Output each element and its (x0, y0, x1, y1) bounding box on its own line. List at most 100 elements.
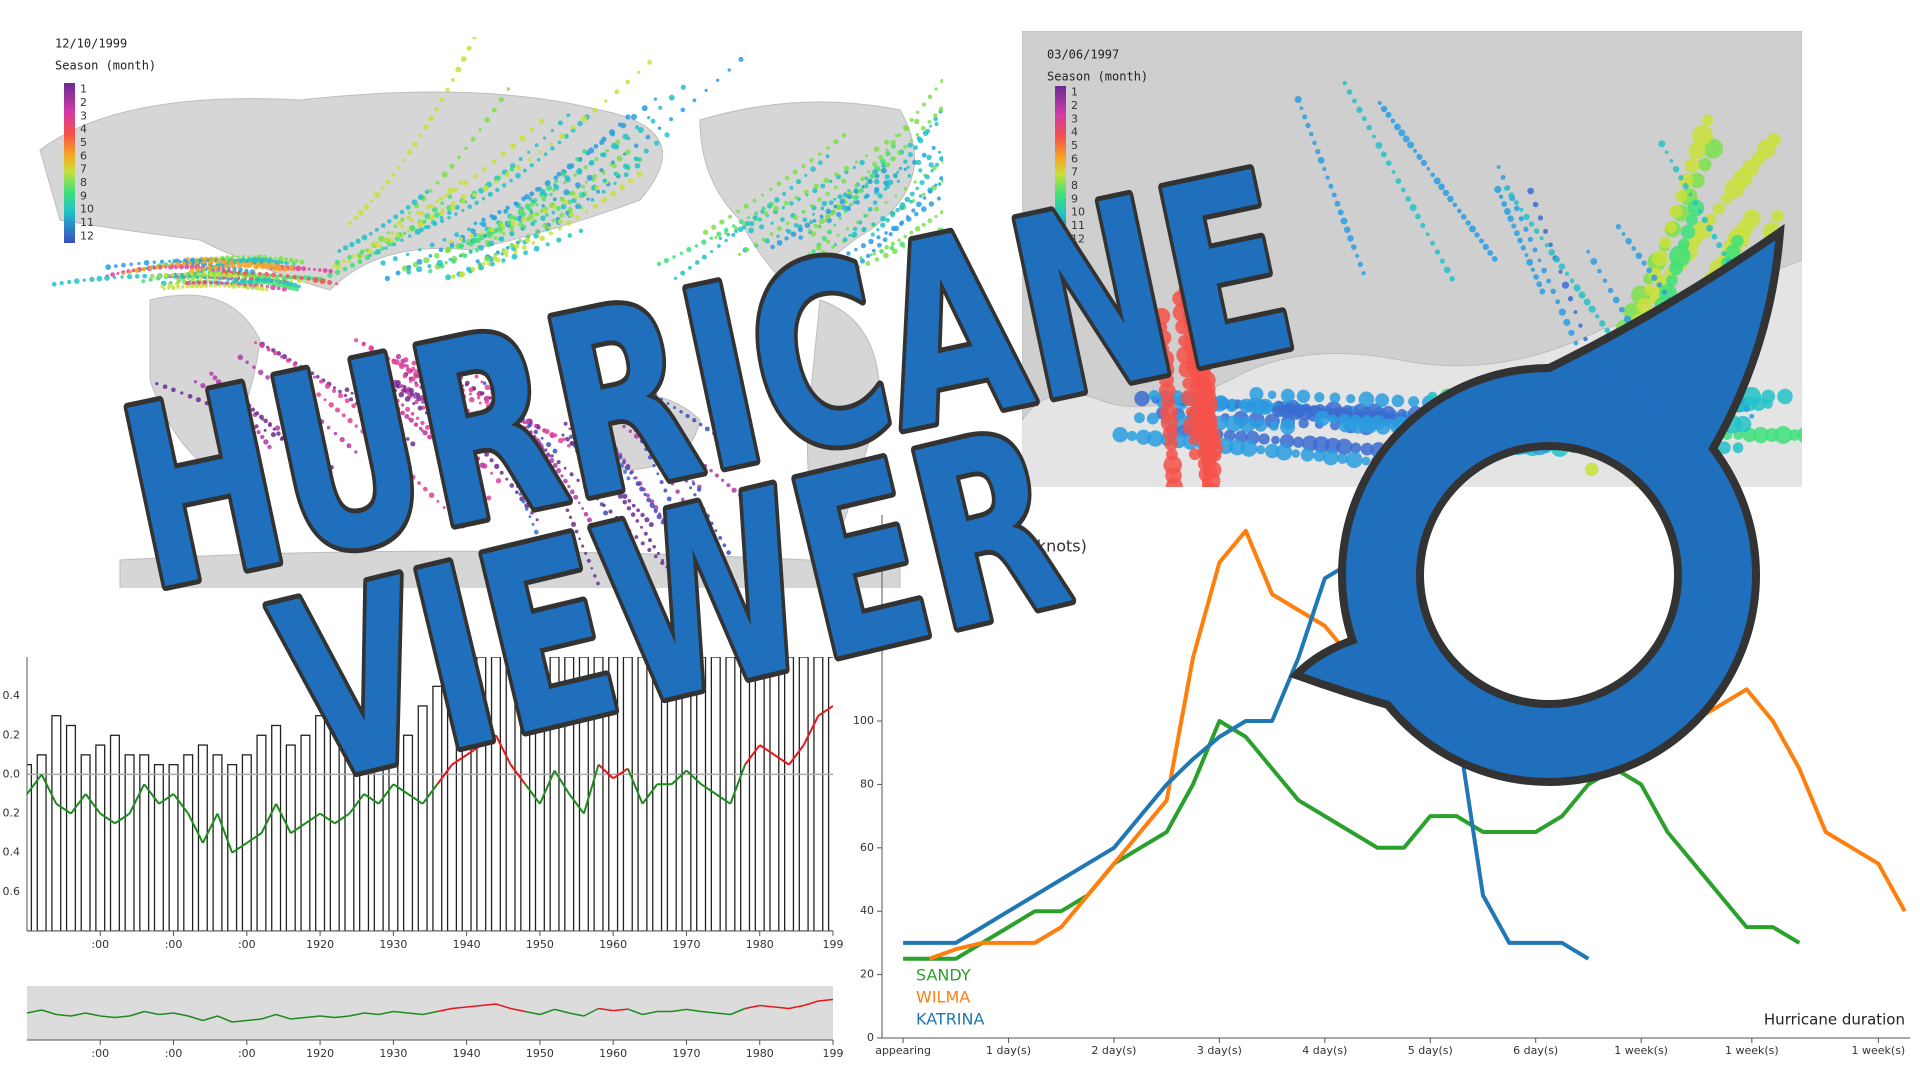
storm-track-point (634, 125, 640, 130)
storm-track-point (480, 420, 485, 425)
storm-track-point (680, 107, 686, 113)
storm-track-point (1338, 414, 1351, 426)
storm-track-point (986, 76, 992, 82)
storm-track-point (792, 169, 798, 175)
storm-track-point (428, 115, 435, 122)
storm-track-point (604, 434, 609, 440)
storm-track-point (435, 180, 440, 185)
anomaly-segment (553, 769, 571, 795)
storm-track-point (498, 406, 502, 411)
storm-track-point (258, 369, 264, 375)
storm-track-point (395, 380, 401, 386)
storm-track-point (360, 398, 365, 403)
storm-track-point (245, 360, 249, 364)
storm-track-point (1578, 323, 1583, 328)
storm-track-point (759, 224, 765, 230)
storm-track-point (334, 407, 341, 413)
storm-track-point (625, 114, 631, 120)
storm-track-point (481, 221, 487, 228)
storm-track-point (137, 261, 141, 266)
storm-track-point (873, 146, 880, 152)
storm-track-point (872, 169, 878, 175)
storm-track-point (909, 191, 915, 197)
storm-track-point (649, 502, 655, 509)
storm-track-point (494, 179, 499, 184)
storm-track-point (1606, 555, 1621, 570)
storm-track-point (375, 369, 381, 375)
storm-track-point (227, 392, 233, 398)
storm-track-point (397, 165, 401, 170)
storm-track-point (1366, 124, 1372, 131)
storm-track-point (1702, 114, 1714, 126)
storm-track-point (599, 168, 604, 173)
storm-track-point (431, 206, 438, 213)
storm-track-point (410, 474, 416, 480)
storm-track-point (1533, 274, 1539, 280)
storm-track-point (1569, 278, 1575, 284)
storm-track-point (1322, 449, 1339, 466)
storm-track-point (594, 185, 599, 190)
storm-track-point (473, 221, 478, 226)
storm-track-point (652, 423, 656, 427)
storm-track-point (400, 238, 404, 243)
storm-track-point (568, 427, 572, 431)
y-tick-label: 20 (860, 968, 874, 981)
storm-track-point (809, 220, 813, 225)
storm-track-point (974, 110, 979, 115)
storm-track-point (469, 397, 475, 403)
storm-track-point (639, 435, 643, 439)
storm-track-point (598, 424, 603, 430)
storm-track-point (942, 115, 943, 118)
storm-track-point (331, 388, 337, 394)
anomaly-segment (304, 812, 321, 825)
bar (95, 744, 106, 931)
storm-track-point (515, 485, 519, 488)
storm-track-point (854, 189, 859, 194)
storm-track-point (537, 537, 542, 543)
storm-track-point (242, 263, 248, 269)
storm-track-point (411, 199, 418, 206)
storm-track-point (693, 493, 697, 497)
storm-track-point (798, 235, 803, 240)
storm-track-point (485, 403, 492, 410)
storm-track-point (451, 379, 458, 385)
storm-track-point (349, 262, 356, 268)
storm-track-point (1375, 141, 1383, 149)
storm-track-point (1548, 249, 1556, 256)
storm-track-point (898, 166, 903, 171)
storm-track-point (975, 157, 980, 162)
storm-track-point (620, 122, 627, 129)
storm-track-point (563, 421, 568, 426)
storm-track-point (864, 193, 870, 199)
storm-track-point (228, 259, 234, 265)
storm-track-point (515, 172, 521, 179)
storm-track-point (1688, 141, 1706, 159)
storm-track-point (466, 238, 471, 243)
storm-track-point (653, 508, 658, 514)
storm-track-point (961, 100, 965, 104)
storm-track-point (428, 411, 432, 416)
storm-track-point (282, 280, 286, 285)
storm-track-point (824, 218, 828, 222)
bar (813, 657, 824, 931)
storm-track-point (264, 257, 270, 263)
storm-track-point (1698, 157, 1712, 172)
storm-track-point (355, 238, 361, 244)
storm-track-point (659, 465, 665, 471)
storm-track-point (1425, 232, 1430, 237)
storm-track-point (234, 401, 239, 406)
storm-track-point (385, 179, 391, 185)
storm-track-point (556, 460, 561, 465)
storm-track-point (1528, 221, 1535, 227)
storm-track-point (884, 174, 890, 180)
storm-track-point (647, 455, 653, 460)
storm-track-point (409, 391, 415, 397)
storm-track-point (408, 234, 412, 238)
storm-track-point (533, 245, 540, 252)
storm-track-point (576, 202, 580, 206)
storm-track-point (1346, 89, 1353, 95)
anomaly-segment (99, 812, 116, 825)
storm-track-point (588, 408, 592, 412)
storm-track-point (1405, 196, 1411, 202)
storm-track-point (176, 285, 180, 290)
